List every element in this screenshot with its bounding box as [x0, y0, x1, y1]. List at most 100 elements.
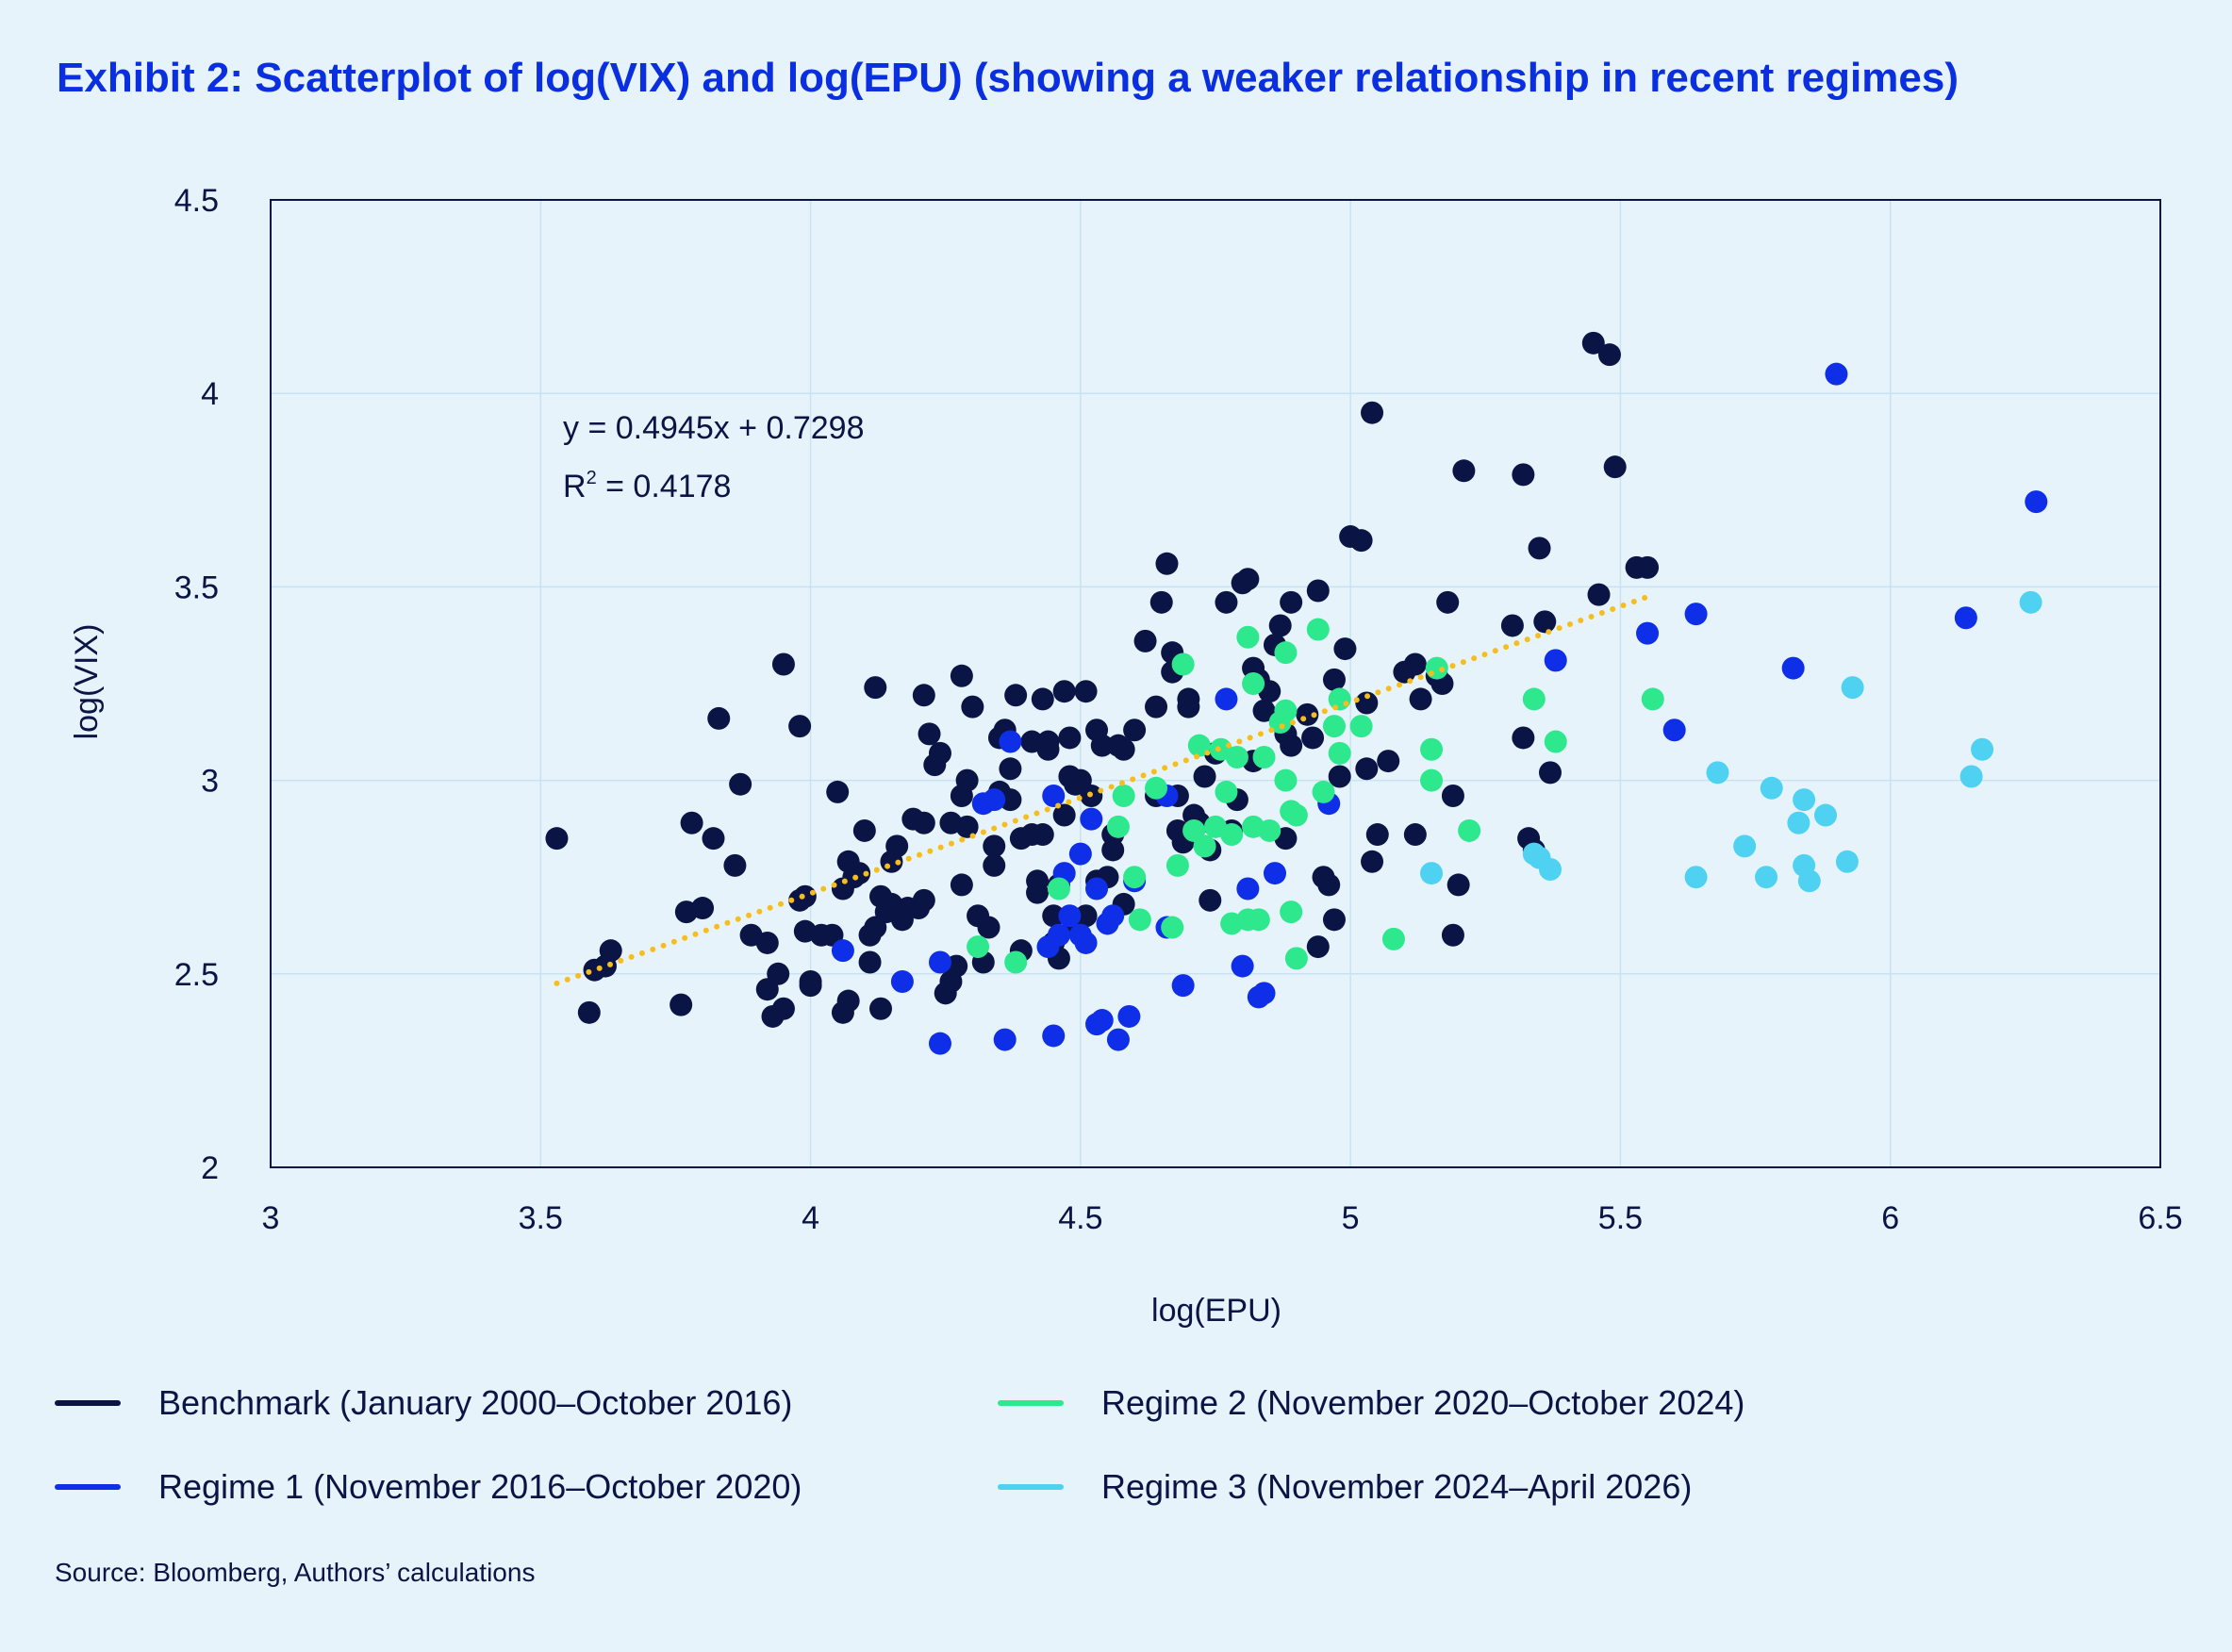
data-point: [1263, 862, 1286, 885]
data-point: [1284, 947, 1308, 970]
data-point: [1052, 803, 1076, 827]
data-point: [836, 989, 860, 1013]
data-point: [826, 780, 850, 803]
data-point: [1544, 730, 1567, 753]
data-point: [1436, 590, 1460, 614]
data-point: [1145, 776, 1168, 800]
data-point: [912, 684, 935, 707]
data-point: [1361, 850, 1384, 873]
data-point: [1236, 568, 1260, 591]
data-point: [1420, 768, 1444, 792]
data-point: [1123, 866, 1147, 889]
data-point: [670, 993, 693, 1016]
data-point: [1026, 881, 1050, 904]
data-point: [1274, 699, 1298, 722]
data-point: [1074, 904, 1098, 928]
data-point: [755, 931, 779, 954]
data-point: [593, 954, 617, 978]
data-point: [999, 757, 1022, 781]
data-point: [950, 873, 973, 897]
data-point: [691, 897, 715, 920]
data-point: [831, 939, 854, 963]
x-tick-label: 5: [1342, 1200, 1360, 1236]
data-point: [1458, 818, 1481, 842]
data-point: [1155, 552, 1179, 575]
data-point: [1760, 776, 1783, 800]
data-point: [1171, 653, 1195, 676]
data-point: [1377, 750, 1400, 773]
data-point: [950, 664, 973, 687]
data-point: [1220, 823, 1244, 847]
data-point: [1322, 715, 1346, 738]
data-point: [723, 853, 747, 877]
data-point: [1047, 923, 1070, 947]
legend-label-benchmark: Benchmark (January 2000–October 2016): [158, 1383, 793, 1422]
legend-label-regime-1: Regime 1 (November 2016–October 2020): [158, 1467, 802, 1506]
x-tick-label: 5.5: [1598, 1200, 1643, 1236]
data-point: [1117, 1004, 1141, 1028]
data-point: [1187, 734, 1211, 757]
y-tick-label: 2.5: [174, 957, 219, 993]
page-title: Exhibit 2: Scatterplot of log(VIX) and l…: [57, 55, 1959, 101]
data-point: [1301, 726, 1325, 750]
data-point: [1835, 850, 1859, 873]
legend-label-regime-3: Regime 3 (November 2024–April 2026): [1101, 1467, 1693, 1506]
data-point: [1199, 888, 1222, 912]
data-point: [1328, 741, 1351, 765]
data-point: [1042, 1024, 1066, 1048]
data-point: [1193, 765, 1216, 788]
tick-labels: 3 3.5 4 4.5 5 5.5 6 6.5 2 2.5 3 3.5 4 4.5: [174, 183, 2183, 1236]
data-point: [1403, 823, 1427, 847]
r-squared-superscript: 2: [587, 468, 597, 488]
data-point: [983, 788, 1006, 812]
data-point: [1381, 927, 1405, 950]
data-point: [1662, 719, 1686, 742]
x-tick-label: 4.5: [1058, 1200, 1102, 1236]
data-point: [1215, 780, 1238, 803]
data-point: [1587, 583, 1611, 606]
data-point: [1161, 916, 1184, 939]
data-point: [961, 695, 984, 719]
x-tick-label: 6.5: [2138, 1200, 2182, 1236]
data-point: [1112, 737, 1135, 761]
data-point: [1047, 877, 1070, 900]
data-point: [1080, 807, 1103, 831]
legend-swatch-regime-1: [55, 1484, 121, 1490]
data-point: [1787, 811, 1810, 834]
data-point: [1068, 842, 1092, 866]
data-point: [1841, 676, 1864, 700]
data-point: [1031, 823, 1054, 847]
data-point: [577, 1000, 601, 1024]
data-point: [1036, 730, 1060, 753]
data-point: [1252, 982, 1276, 1005]
trendline: [554, 591, 1656, 986]
data-point: [771, 653, 795, 676]
data-point: [1106, 815, 1130, 838]
legend-swatch-regime-2: [998, 1400, 1064, 1406]
data-point: [1225, 745, 1248, 768]
data-point: [1797, 869, 1821, 893]
data-point: [1533, 610, 1557, 634]
data-point: [1425, 656, 1448, 680]
data-point: [793, 884, 817, 908]
data-point: [1597, 343, 1621, 367]
legend-swatch-regime-3: [998, 1484, 1064, 1490]
data-point: [1500, 614, 1524, 637]
data-point: [967, 935, 990, 959]
grid-layer: [271, 200, 2160, 1167]
series-0: [545, 331, 1660, 1028]
data-point: [1322, 668, 1346, 691]
data-point: [1242, 672, 1265, 695]
data-point: [1058, 904, 1082, 928]
data-point: [869, 997, 893, 1020]
x-tick-label: 4: [802, 1200, 819, 1236]
data-point: [858, 950, 882, 974]
data-point: [1441, 923, 1464, 947]
data-point: [928, 741, 951, 765]
data-point: [1538, 761, 1562, 785]
data-point: [999, 730, 1022, 753]
data-point: [1409, 687, 1432, 711]
data-point: [912, 888, 935, 912]
data-point: [1512, 726, 1535, 750]
